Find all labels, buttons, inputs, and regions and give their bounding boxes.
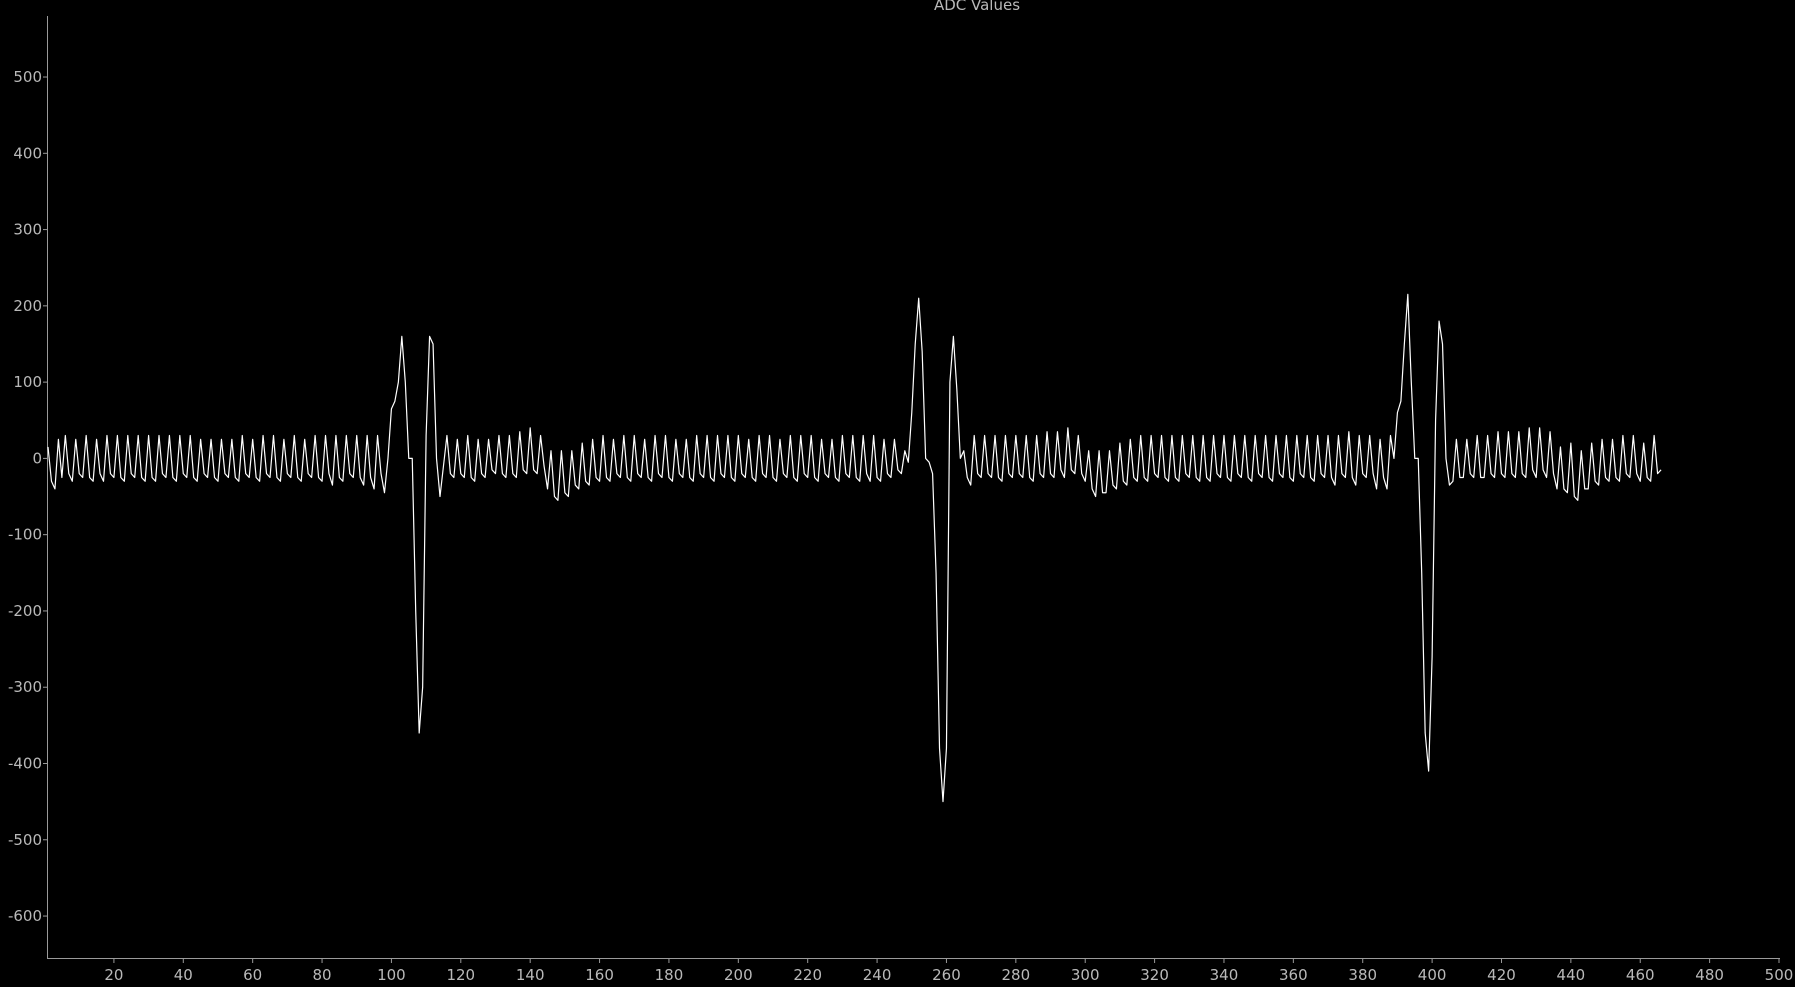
- y-tick-label: 500: [13, 68, 42, 86]
- x-tick-label: 480: [1695, 966, 1724, 984]
- x-tick-label: 20: [104, 966, 123, 984]
- x-tick-label: 60: [243, 966, 262, 984]
- x-tick-label: 440: [1557, 966, 1586, 984]
- y-tick-label: -600: [8, 907, 42, 925]
- x-tick-label: 320: [1140, 966, 1169, 984]
- y-tick-label: -200: [8, 602, 42, 620]
- x-tick-label: 40: [174, 966, 193, 984]
- x-tick-label: 120: [446, 966, 475, 984]
- y-tick-label: -100: [8, 526, 42, 544]
- x-tick-label: 100: [377, 966, 406, 984]
- x-tick-label: 360: [1279, 966, 1308, 984]
- y-tick-label: 300: [13, 221, 42, 239]
- y-axis-ticks: 500 400 300 200 100 0 -100 -200 -300 -400 -500 -600: [8, 68, 48, 925]
- series-line-adc: [47, 293, 1662, 803]
- y-tick-label: 200: [13, 297, 42, 315]
- x-tick-label: 460: [1626, 966, 1655, 984]
- x-tick-label: 300: [1071, 966, 1100, 984]
- y-tick-label: -400: [8, 754, 42, 772]
- chart-title: ADC Values: [934, 0, 1020, 14]
- y-tick-label: 100: [13, 373, 42, 391]
- x-tick-label: 160: [585, 966, 614, 984]
- x-tick-label: 180: [655, 966, 684, 984]
- x-tick-label: 200: [724, 966, 753, 984]
- y-tick-label: 400: [13, 144, 42, 162]
- x-tick-label: 280: [1002, 966, 1031, 984]
- x-tick-label: 380: [1348, 966, 1377, 984]
- x-tick-label: 400: [1418, 966, 1447, 984]
- x-tick-label: 140: [516, 966, 545, 984]
- y-tick-label: 0: [32, 449, 42, 467]
- x-tick-label: 260: [932, 966, 961, 984]
- x-tick-label: 80: [312, 966, 331, 984]
- y-tick-label: -300: [8, 678, 42, 696]
- x-tick-label: 240: [863, 966, 892, 984]
- y-tick-label: -500: [8, 831, 42, 849]
- x-axis-ticks: 20 40 60 80 100 120 140 160 180 200 220 240 260 280 30…: [104, 958, 1793, 984]
- x-tick-label: 220: [793, 966, 822, 984]
- x-tick-label: 420: [1487, 966, 1516, 984]
- x-tick-label: 500: [1765, 966, 1794, 984]
- x-tick-label: 340: [1210, 966, 1239, 984]
